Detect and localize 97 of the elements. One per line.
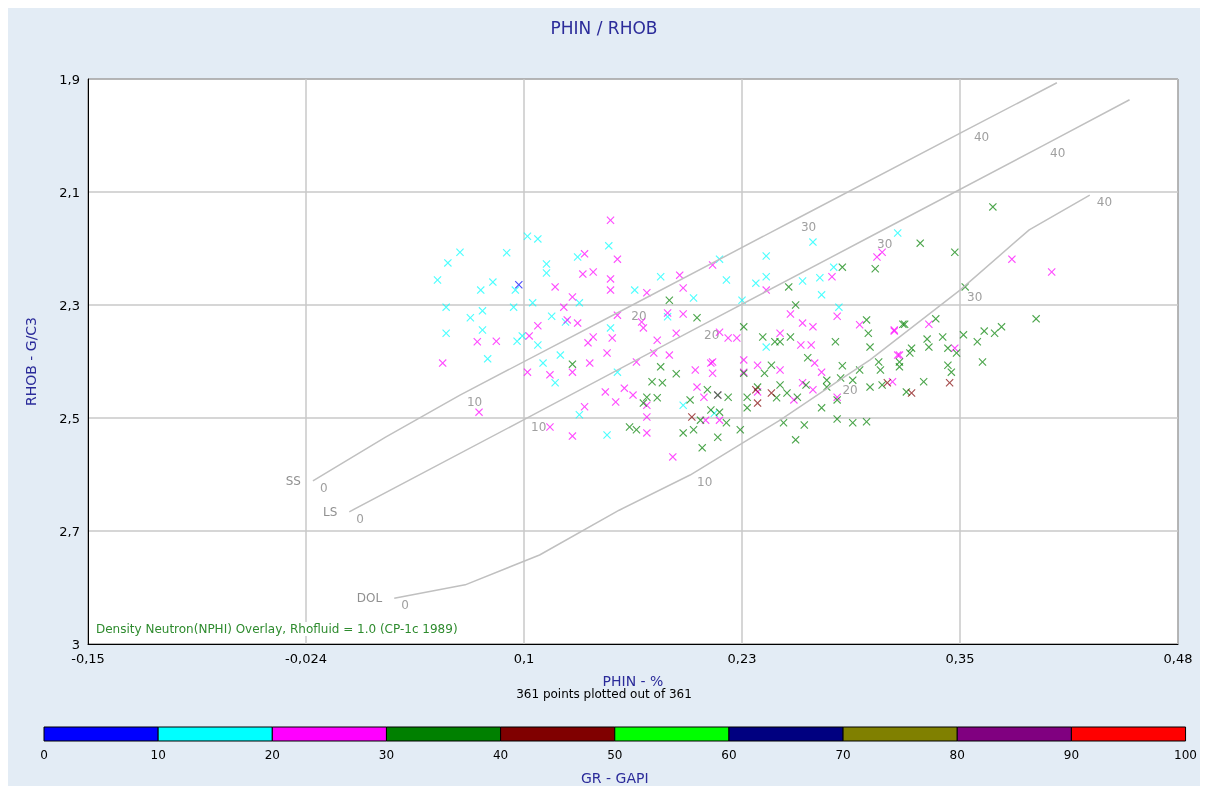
point [476,286,485,295]
color-bar-label: 100 [1174,748,1197,762]
point [907,388,916,397]
point [488,278,497,287]
y-tick-label: 2,1 [59,184,80,200]
x-axis-title: PHIN - % [602,673,664,689]
point [533,234,542,243]
color-bar-label: 50 [607,748,623,762]
annotation: 20 [842,382,858,397]
annotation: 20 [631,309,647,324]
color-bar-label: 80 [949,748,965,762]
point [689,294,698,303]
point [817,290,826,299]
color-bar-label: 40 [492,748,509,762]
point [542,259,551,268]
y-tick-label: 2,7 [59,523,80,539]
point [751,279,760,288]
point [455,248,464,257]
point [893,229,902,238]
point [767,388,776,397]
point [573,253,582,262]
point [679,401,688,410]
point [687,412,696,421]
point [433,275,442,284]
point [547,312,556,321]
point [762,251,771,260]
point [511,286,520,295]
point [604,241,613,250]
y-tick-label: 3 [71,636,80,652]
point [443,258,452,267]
y-tick-label: 1,9 [59,71,80,87]
point [442,303,451,312]
x-tick-label: 0,35 [945,651,975,666]
annotation: 40 [973,129,990,144]
point [606,323,615,332]
annotation: 0 [356,511,364,526]
series-label: SS [285,473,301,488]
point [542,269,551,278]
point [798,277,807,286]
point [556,351,565,360]
point [528,298,537,307]
point [502,248,511,257]
x-tick-label: -0,024 [285,651,327,666]
color-bar-label: 60 [721,748,737,762]
series-label: LS [322,504,338,519]
point [478,306,487,315]
point [518,331,527,340]
point [656,272,665,281]
color-bar-label: 20 [264,748,280,762]
annotation: 10 [531,419,547,434]
annotation: 10 [466,395,483,410]
x-tick-label: 0,1 [513,651,535,666]
point [551,378,560,387]
point [483,354,492,363]
annotation: 40 [1050,145,1066,160]
annotation: 30 [877,236,893,251]
annotation: 10 [697,475,713,490]
color-bar-title: GR - GAPI [581,770,649,786]
annotation: 0 [319,480,328,495]
color-bar-label: 30 [378,748,395,762]
annotation: 30 [800,220,817,235]
point [815,273,824,282]
point [442,329,451,338]
annotation: 20 [704,327,720,342]
point [509,303,518,312]
point [762,272,771,281]
point [478,326,487,335]
chart-title: PHIN / RHOB [550,17,658,38]
point [883,378,892,387]
y-tick-label: 2,3 [59,297,80,313]
point [575,298,584,307]
point [630,286,639,295]
color-bar-label: 90 [1063,748,1080,762]
point [523,232,532,241]
annotation: Density Neutron(NPHI) Overlay, Rhofluid = 1.0 (CP-1c 1989) [96,622,458,636]
point [945,378,954,387]
x-tick-label: 0,23 [727,651,757,666]
text: 361 points plotted out of 361 [516,687,692,701]
y-tick-label: 2,5 [59,410,80,426]
color-bar-label: 70 [835,748,851,762]
color-bar-label: 0 [40,748,48,762]
annotation: 0 [401,598,409,613]
x-tick-label: 0,48 [1163,651,1193,666]
point [753,399,762,408]
annotation: 40 [1096,195,1113,210]
x-tick-label: -0,15 [71,651,105,666]
y-axis-title: RHOB - G/C3 [23,316,39,407]
point [575,410,584,419]
point [514,280,523,289]
point [762,343,771,352]
annotation: 30 [967,290,983,305]
color-bar-label: 10 [150,748,166,762]
point [722,275,731,284]
point [466,313,475,322]
point [829,263,838,272]
point [834,303,843,312]
series-label: DOL [356,591,383,606]
